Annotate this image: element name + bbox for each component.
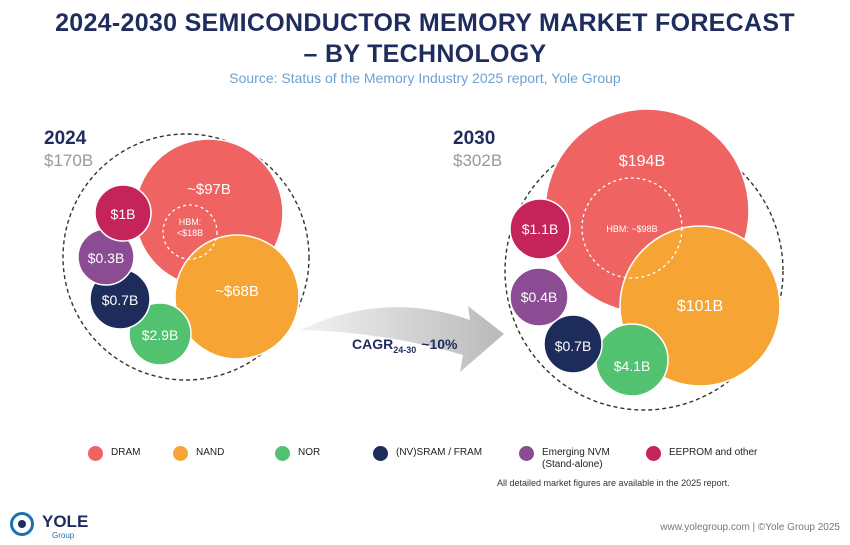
cagr-value: ~10% [421,336,458,352]
legend-swatch [373,446,388,461]
bubble-value-label: $4.1B [614,358,651,374]
yole-logo-icon [10,512,34,536]
page-title: 2024-2030 SEMICONDUCTOR MEMORY MARKET FO… [0,8,850,70]
legend-item: DRAM [88,446,140,461]
legend-item: Emerging NVM (Stand-alone) [519,446,610,471]
legend-item: (NV)SRAM / FRAM [373,446,482,461]
legend-label: Emerging NVM (Stand-alone) [542,447,610,470]
bubble-value-label: $194B [619,153,665,170]
bubble-value-label: $2.9B [142,327,179,343]
bubble-eeprom-and-other [509,198,571,260]
bubble-emerging-nvm-stand-alone [509,267,569,327]
bubble-nand [174,234,300,360]
total-2024-label: $170B [44,151,94,170]
legend-label: EEPROM and other [669,447,758,458]
bubble-value-label: $0.3B [88,250,125,266]
bubble-value-label: ~$68B [215,283,259,300]
hbm-subset-circle [162,204,218,260]
legend-item: EEPROM and other [646,446,757,461]
hbm-subset-circle [581,177,683,279]
logo-name: YOLE [42,512,89,531]
legend-label: NAND [196,447,225,458]
footnote: All detailed market figures are availabl… [497,478,730,488]
bubbles-2030: $194B $101B $4.1B $0.7B $0.4B $1.1B HBM: ~$98B [504,108,784,411]
legend-swatch [173,446,188,461]
bubble-value-label: $101B [677,298,723,315]
bubble-value-label: $0.7B [102,292,139,308]
bubble-value-label: ~$97B [187,181,231,198]
logo-sub: Group [52,531,75,540]
bubble-nv-sram-fram [543,314,603,374]
title-line-2: – BY TECHNOLOGY [303,40,547,68]
bubble-value-label: $1.1B [522,221,559,237]
legend-swatch [275,446,290,461]
copyright: www.yolegroup.com | ©Yole Group 2025 [660,522,840,533]
legend-label: NOR [298,447,321,458]
cagr-label: CAGR24-30 ~10% [352,336,458,355]
legend-swatch [646,446,661,461]
legend-swatch [519,446,534,461]
legend-swatch [88,446,103,461]
bubble-value-label: $0.4B [521,289,558,305]
legend-label: DRAM [111,447,141,458]
hbm-label: HBM: <$18B [177,217,203,238]
cagr-prefix: CAGR [352,336,393,352]
hbm-label: HBM: ~$98B [606,224,657,234]
bubble-value-label: $1B [111,206,136,222]
total-2030-label: $302B [453,151,503,170]
legend-item: NOR [275,446,320,461]
outer-bubble-boundary [62,133,310,381]
bubble-nor [128,302,192,366]
bubble-value-label: $0.7B [555,338,592,354]
cagr-subscript: 24-30 [393,345,416,355]
legend-item: NAND [173,446,224,461]
year-2030-label: 2030 [453,128,496,149]
bubbles-2024: ~$97B ~$68B $2.9B $0.7B $0.3B $1B HBM: <$18B [62,133,310,381]
title-line-1: 2024-2030 SEMICONDUCTOR MEMORY MARKET FO… [55,9,795,37]
cagr-arrow [300,306,504,372]
legend-label: (NV)SRAM / FRAM [396,447,483,458]
bubble-eeprom-and-other [94,184,152,242]
year-2024-label: 2024 [44,128,87,149]
yole-logo: YOLE Group [10,512,130,542]
source-subtitle: Source: Status of the Memory Industry 20… [229,70,621,86]
